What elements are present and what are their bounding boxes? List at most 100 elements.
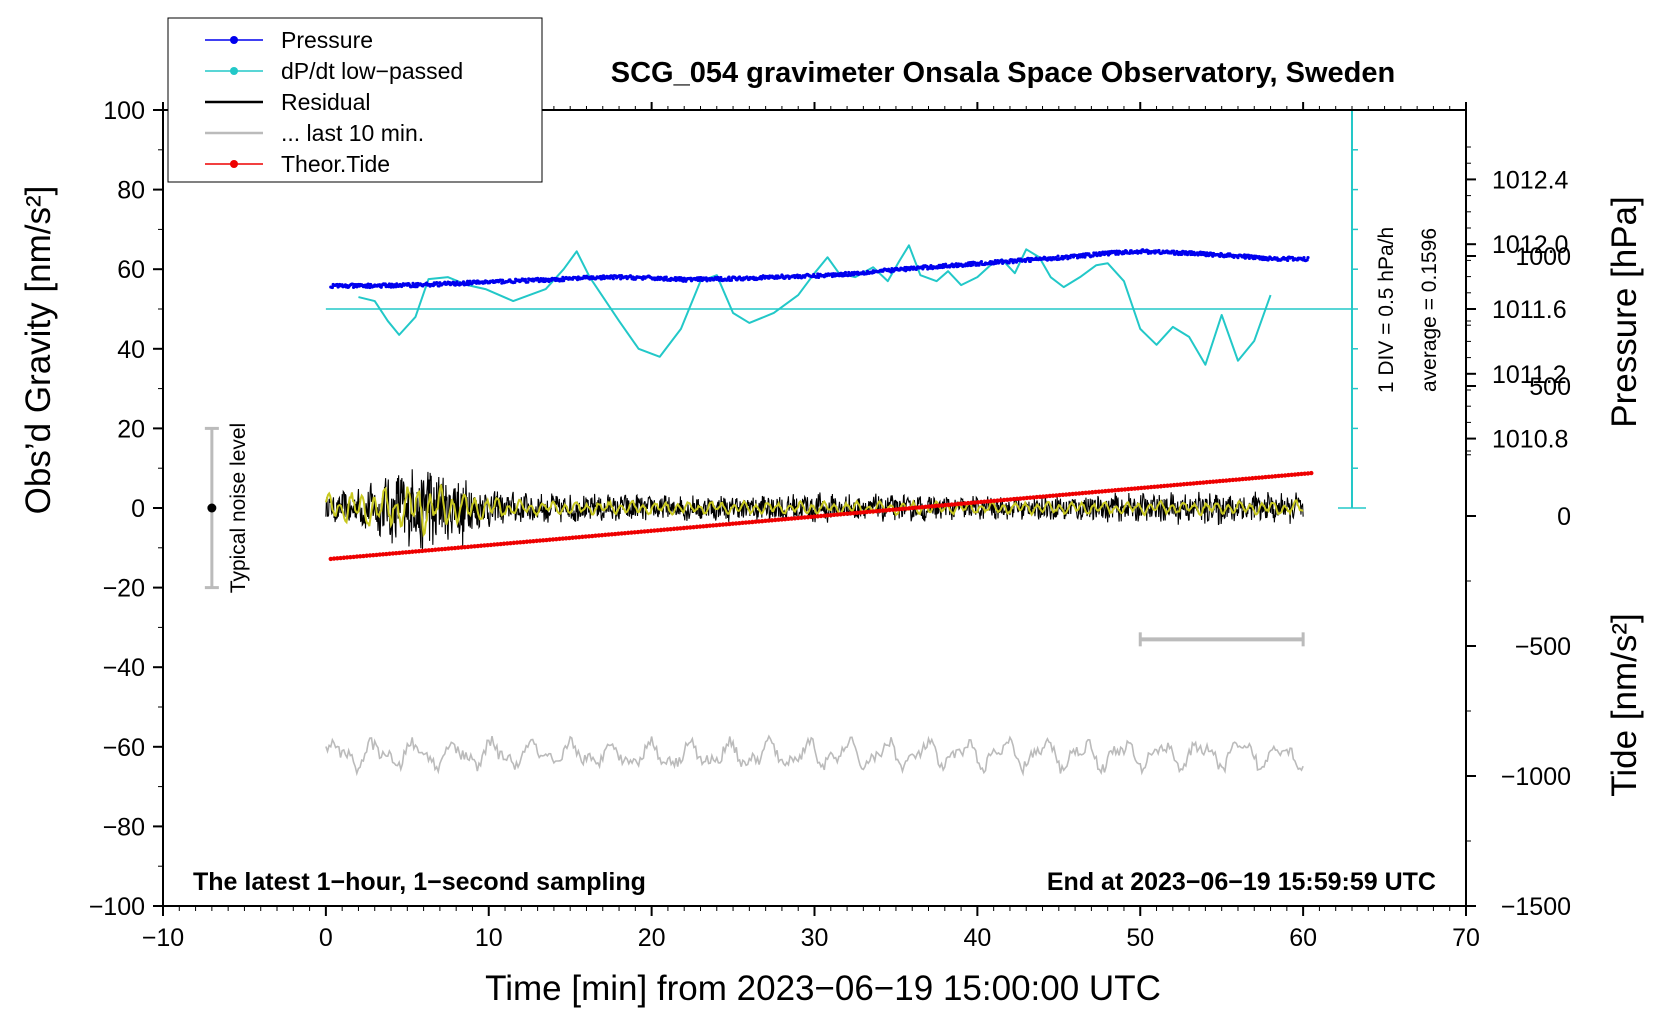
tide-point: [433, 547, 438, 552]
pressure-point: [330, 285, 334, 290]
tide-point: [965, 500, 971, 506]
pressure-tick-label: 1011.6: [1492, 296, 1567, 324]
tide-point: [380, 552, 386, 557]
tide-point: [1243, 476, 1249, 482]
tide-point: [1224, 478, 1229, 483]
tide-point: [645, 528, 650, 534]
tide-point: [1050, 493, 1056, 498]
tide-point: [848, 511, 853, 516]
tide-point: [616, 531, 621, 536]
tide-point: [802, 515, 807, 520]
tide-point: [1299, 471, 1304, 477]
tide-point: [639, 529, 644, 534]
last10-line: [325, 734, 1304, 777]
tide-point: [1253, 475, 1258, 481]
tide-point: [998, 498, 1003, 503]
legend-marker: [230, 36, 238, 44]
tide-point: [929, 504, 935, 509]
tide-point: [429, 547, 435, 553]
y-tick-label: 80: [117, 177, 145, 205]
tide-point: [730, 521, 735, 526]
pressure-point: [1180, 252, 1184, 256]
tide-point: [943, 502, 948, 508]
tide-point: [1214, 479, 1219, 484]
tide-point: [724, 522, 729, 527]
tide-point: [1001, 497, 1007, 503]
tide-point: [1289, 472, 1294, 478]
tide-point: [514, 540, 520, 545]
y-tick-label: 20: [117, 415, 145, 443]
tide-point: [1197, 480, 1203, 486]
x-tick-label: 40: [963, 924, 991, 952]
pressure-point: [611, 277, 615, 281]
pressure-tick-label: 1012.0: [1492, 231, 1568, 259]
pressure-point: [541, 277, 545, 281]
tide-point: [426, 548, 432, 553]
tide-point: [328, 556, 333, 562]
tide-point: [531, 538, 536, 544]
annotation-bottom-right: End at 2023−06−19 15:59:59 UTC: [1047, 868, 1436, 896]
tide-point: [442, 546, 448, 552]
tide-point: [393, 550, 399, 556]
tide-point: [1080, 490, 1085, 496]
tide-point: [684, 525, 690, 530]
pressure-tick-label: 1010.8: [1492, 426, 1568, 454]
tide-point: [1161, 483, 1167, 489]
tide-point: [1067, 492, 1072, 497]
tide-point: [1188, 481, 1193, 486]
tide-point: [488, 542, 494, 548]
tide-point: [701, 524, 706, 529]
tide-point: [436, 547, 441, 552]
tide-point: [1122, 487, 1128, 492]
tide-point: [962, 501, 968, 506]
pressure-tick-label: 1011.2: [1492, 361, 1567, 389]
tide-point: [707, 523, 713, 528]
tide-tick-label: 0: [1557, 503, 1571, 531]
tide-tick-label: −1000: [1501, 763, 1571, 791]
tide-point: [586, 534, 592, 539]
tide-point: [1129, 486, 1134, 492]
tide-point: [792, 516, 798, 521]
tide-point: [835, 512, 840, 517]
tide-point: [851, 510, 856, 516]
pressure-point: [1157, 248, 1161, 253]
tide-point: [361, 553, 366, 559]
tide-point: [1024, 495, 1030, 501]
tide-point: [1047, 493, 1053, 499]
tide-point: [407, 549, 412, 555]
pressure-point: [839, 271, 843, 275]
tide-point: [864, 509, 869, 515]
pressure-point: [513, 280, 517, 284]
tide-point: [580, 534, 585, 540]
tide-point: [691, 524, 696, 530]
tide-point: [652, 528, 657, 533]
tide-point: [1194, 480, 1200, 486]
tide-point: [737, 520, 742, 526]
tide-tick-label: −500: [1515, 633, 1571, 661]
tide-point: [1217, 478, 1222, 484]
tide-point: [622, 530, 628, 536]
tide-series: [328, 470, 1314, 562]
tide-point: [410, 549, 415, 554]
tide-point: [678, 526, 683, 531]
tide-point: [880, 508, 886, 513]
tide-point: [384, 551, 389, 557]
pressure-point: [500, 278, 505, 282]
pressure-point: [1114, 252, 1118, 256]
pressure-point: [699, 276, 703, 280]
pressure-point: [461, 280, 466, 284]
pressure-point: [526, 280, 530, 284]
tide-point: [1302, 471, 1307, 476]
pressure-point: [979, 259, 984, 264]
pressure-point: [970, 263, 975, 267]
legend-label: Theor.Tide: [281, 151, 390, 177]
pressure-point: [719, 275, 723, 280]
tide-point: [560, 536, 566, 541]
tide-point: [583, 534, 588, 539]
tide-point: [789, 516, 794, 521]
pressure-point: [1128, 251, 1132, 255]
tide-point: [544, 537, 549, 543]
tide-point: [874, 508, 879, 514]
tide-point: [495, 542, 500, 547]
tide-point: [939, 503, 945, 508]
